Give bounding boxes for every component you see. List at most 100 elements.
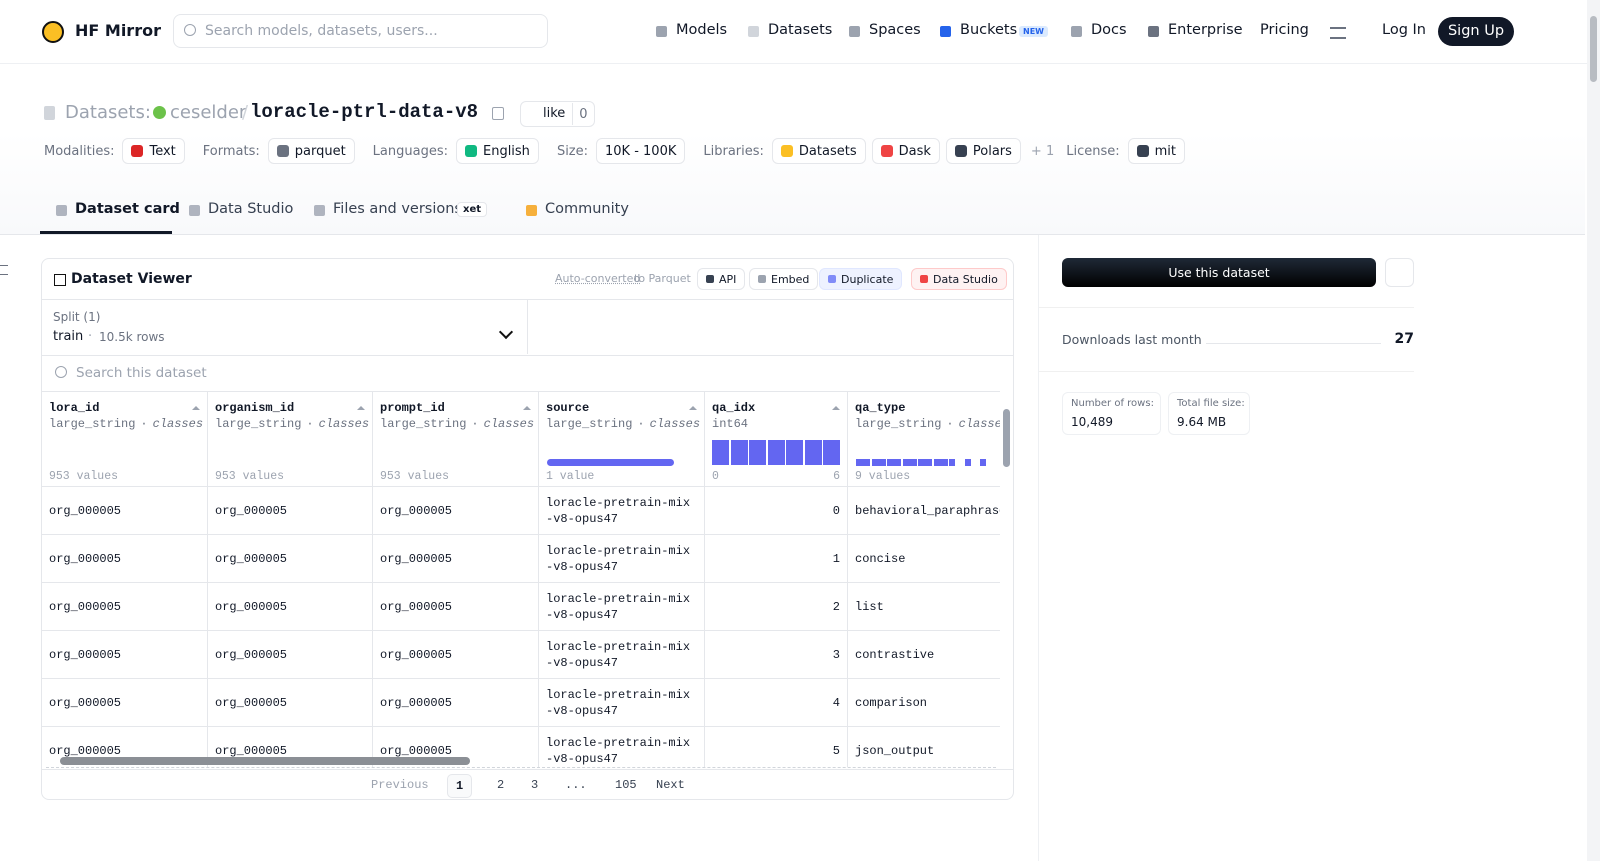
table-cell: behavioral_paraphrase xyxy=(848,487,1000,535)
dataset-name[interactable]: loracle-ptrl-data-v8 xyxy=(250,101,479,123)
column-summary: 9 values xyxy=(855,470,911,483)
table-search[interactable]: Search this dataset xyxy=(76,365,207,381)
owner-name[interactable]: ceselder xyxy=(170,102,247,123)
column-name[interactable]: lora_id xyxy=(49,401,100,415)
viewer-title: Dataset Viewer xyxy=(71,271,192,287)
table-cell: loracle-pretrain-mix-v8-opus47 xyxy=(539,535,705,583)
sort-icon[interactable] xyxy=(357,402,365,410)
table-cell: loracle-pretrain-mix-v8-opus47 xyxy=(539,583,705,631)
nav-link[interactable]: Docs xyxy=(1091,22,1127,38)
meta-chip[interactable]: Text xyxy=(122,138,185,164)
column-header: prompt_id large_string · classes 953 values xyxy=(373,392,539,487)
nav-link[interactable]: Datasets xyxy=(768,22,833,38)
cell-value: list xyxy=(855,599,884,614)
nav-link[interactable]: Pricing xyxy=(1260,22,1309,38)
sort-icon[interactable] xyxy=(523,402,531,410)
cell-value: org_000005 xyxy=(215,647,288,662)
tab[interactable]: Files and versions xyxy=(333,201,462,217)
nav-link[interactable]: Spaces xyxy=(869,22,921,38)
meta-label: Size: xyxy=(556,143,589,159)
page-button[interactable]: 1 xyxy=(447,774,473,798)
nav-link[interactable]: Models xyxy=(676,22,728,38)
cell-value: org_000005 xyxy=(215,695,288,710)
page-scrollbar xyxy=(1587,0,1600,861)
summary-bar xyxy=(856,459,870,466)
split-name[interactable]: train xyxy=(53,329,84,344)
page-button[interactable]: 3 xyxy=(531,778,539,792)
login-link[interactable]: Log In xyxy=(1382,22,1426,38)
copy-icon[interactable] xyxy=(492,107,504,120)
tab[interactable]: Community xyxy=(545,201,629,217)
tab[interactable]: Data Studio xyxy=(208,201,294,217)
page-button[interactable]: ... xyxy=(565,778,587,792)
downloads-label: Downloads last month xyxy=(1062,332,1202,347)
tab[interactable]: Dataset card xyxy=(75,201,180,217)
cell-value: 0 xyxy=(832,503,840,518)
more-options-button[interactable] xyxy=(1385,258,1414,287)
sort-icon[interactable] xyxy=(689,402,697,410)
dataset-icon xyxy=(44,106,55,120)
table-cell: loracle-pretrain-mix-v8-opus47 xyxy=(539,487,705,535)
like-button[interactable]: like 0 xyxy=(520,101,595,127)
meta-chip[interactable]: Datasets xyxy=(771,138,866,164)
table-cell: 4 xyxy=(705,679,848,727)
viewer-button[interactable]: Data Studio xyxy=(911,268,1007,290)
brand[interactable]: HF Mirror xyxy=(75,21,161,40)
column-type: large_string · classes xyxy=(49,417,203,431)
meta-chip[interactable]: parquet xyxy=(267,138,355,164)
histogram-bar xyxy=(767,440,785,465)
chip-icon xyxy=(1136,145,1149,157)
chip-icon xyxy=(954,145,967,157)
column-name[interactable]: qa_type xyxy=(855,401,906,415)
viewer-button[interactable]: Embed xyxy=(749,268,819,290)
v-scrollbar-thumb xyxy=(1003,409,1010,467)
meta-chip[interactable]: Polars xyxy=(945,138,1021,164)
page-button[interactable]: 2 xyxy=(497,778,505,792)
path-separator: / xyxy=(242,102,249,123)
table-cell: org_000005 xyxy=(42,535,208,583)
column-header: qa_type large_string · classes 9 values xyxy=(848,392,1000,487)
nav-link[interactable]: Enterprise xyxy=(1168,22,1243,38)
datasets-prefix: Datasets: xyxy=(65,102,151,123)
meta-chip[interactable]: English xyxy=(455,138,539,164)
chip-label: 10K - 100K xyxy=(605,143,677,159)
menu-icon[interactable] xyxy=(1330,27,1346,39)
type-name: large_string xyxy=(855,417,942,431)
next-button[interactable]: Next xyxy=(656,778,685,792)
split-panel xyxy=(42,299,1013,356)
table-cell: contrastive xyxy=(848,631,1000,679)
column-header: organism_id large_string · classes 953 value… xyxy=(208,392,373,487)
split-divider xyxy=(527,299,528,354)
auto-converted-link[interactable]: Auto-converted xyxy=(555,272,641,285)
meta-chip[interactable]: mit xyxy=(1127,138,1185,164)
column-name[interactable]: organism_id xyxy=(215,401,295,415)
search-box[interactable]: Search models, datasets, users... xyxy=(173,14,548,48)
use-dataset-button[interactable]: Use this dataset xyxy=(1062,258,1376,287)
meta-chip[interactable]: 10K - 100K xyxy=(596,138,686,164)
column-name[interactable]: qa_idx xyxy=(712,401,756,415)
sort-icon[interactable] xyxy=(832,402,840,410)
table-cell: loracle-pretrain-mix-v8-opus47 xyxy=(539,679,705,727)
column-type: int64 xyxy=(712,417,748,431)
viewer-button[interactable]: API xyxy=(697,268,746,290)
column-name[interactable]: source xyxy=(546,401,590,415)
meta-more[interactable]: + 1 xyxy=(1030,143,1055,159)
meta-label: License: xyxy=(1066,143,1120,159)
column-name[interactable]: prompt_id xyxy=(380,401,445,415)
type-note: classes xyxy=(318,417,370,431)
cell-value: org_000005 xyxy=(49,503,122,518)
range-min: 0 xyxy=(712,470,719,483)
meta-chip[interactable]: Dask xyxy=(871,138,940,164)
page-button[interactable]: 105 xyxy=(615,778,637,792)
stat-card: Total file size: 9.64 MB xyxy=(1168,392,1250,435)
type-note: classes xyxy=(483,417,535,431)
nav-icon xyxy=(748,26,759,37)
histogram-bar xyxy=(804,440,822,465)
viewer-button[interactable]: Duplicate xyxy=(819,268,903,290)
side-toggle[interactable] xyxy=(0,265,8,275)
sort-icon[interactable] xyxy=(192,402,200,410)
prev-button[interactable]: Previous xyxy=(371,778,429,792)
cell-value: org_000005 xyxy=(49,695,122,710)
nav-link[interactable]: Buckets xyxy=(960,22,1018,38)
signup-button[interactable]: Sign Up xyxy=(1438,17,1514,46)
